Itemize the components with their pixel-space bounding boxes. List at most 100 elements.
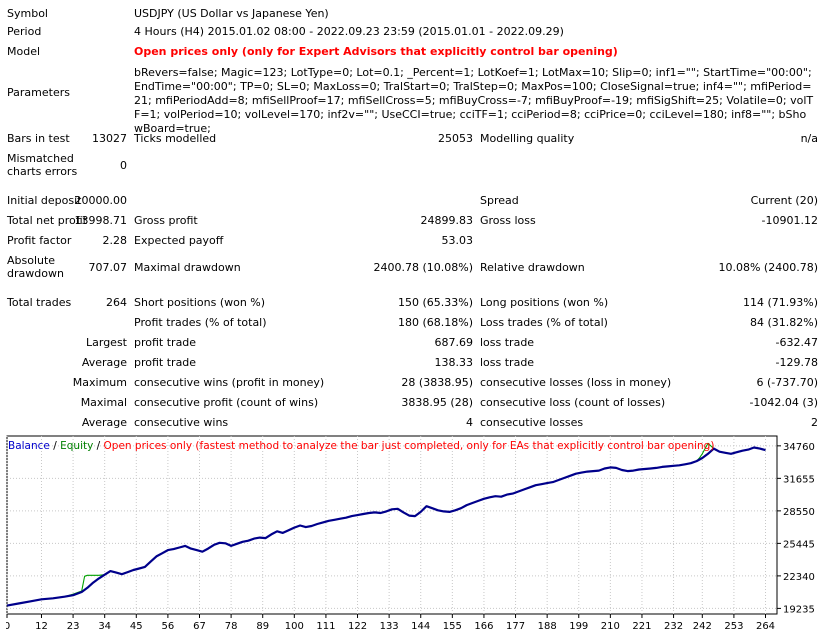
x-tick-label: 0 <box>6 621 10 631</box>
x-tick-label: 133 <box>380 621 399 631</box>
label-maximal-consec-profit: consecutive profit (count of wins) <box>134 396 319 409</box>
label-spread: Spread <box>480 194 519 207</box>
label-largest-profit: profit trade <box>134 336 197 349</box>
y-tick-label: 22340 <box>783 572 815 583</box>
x-tick-label: 12 <box>35 621 48 631</box>
value-average-loss: -129.78 <box>775 356 818 369</box>
label-gross-loss: Gross loss <box>480 214 536 227</box>
x-tick-label: 67 <box>193 621 206 631</box>
legend-equity: Equity <box>60 440 94 452</box>
label-period: Period <box>7 25 42 38</box>
value-loss-trades: 84 (31.82%) <box>749 316 818 329</box>
value-spread: Current (20) <box>750 194 818 207</box>
x-tick-label: 34 <box>98 621 111 631</box>
label-max-consec-wins: consecutive wins (profit in money) <box>134 376 325 389</box>
x-tick-label: 232 <box>664 621 683 631</box>
series-balance-line <box>6 446 766 607</box>
balance-chart: 0 12 23 34 45 56 67 78 89 100 111 122 133 144 155 166 17… <box>6 435 823 631</box>
label-maximal: Maximal <box>80 396 127 409</box>
label-average-consec-losses: consecutive losses <box>480 416 584 429</box>
value-ticks: 25053 <box>438 132 473 145</box>
label-average-consec-wins: consecutive wins <box>134 416 229 429</box>
value-long-positions: 114 (71.93%) <box>742 296 818 309</box>
value-average-consec-wins: 4 <box>466 416 473 429</box>
x-tick-label: 144 <box>411 621 430 631</box>
x-tick-label: 23 <box>67 621 80 631</box>
x-tick-label: 78 <box>225 621 238 631</box>
x-tick-label: 188 <box>538 621 557 631</box>
value-average-profit: 138.33 <box>434 356 474 369</box>
x-tick-label: 100 <box>285 621 304 631</box>
label-mismatched-1: Mismatched <box>7 152 74 165</box>
label-initial-deposit: Initial deposit <box>7 194 82 207</box>
x-tick-label: 56 <box>162 621 175 631</box>
label-model: Model <box>7 45 41 58</box>
value-max-drawdown: 2400.78 (10.08%) <box>373 261 473 274</box>
x-tick-label: 221 <box>632 621 651 631</box>
value-largest-loss: -632.47 <box>775 336 818 349</box>
label-loss-trades: Loss trades (% of total) <box>480 316 608 329</box>
label-symbol: Symbol <box>7 7 48 20</box>
label-gross-profit: Gross profit <box>134 214 198 227</box>
label-average-profit: profit trade <box>134 356 197 369</box>
value-largest-profit: 687.69 <box>434 336 474 349</box>
label-bars: Bars in test <box>7 132 70 145</box>
x-tick-label: 264 <box>756 621 775 631</box>
value-period: 4 Hours (H4) 2015.01.02 08:00 - 2022.09.… <box>134 25 564 38</box>
value-total-trades: 264 <box>106 296 127 309</box>
value-parameters: bRevers=false; Magic=123; LotType=0; Lot… <box>134 66 814 135</box>
label-ticks: Ticks modelled <box>134 132 217 145</box>
value-profit-factor: 2.28 <box>102 234 128 247</box>
value-rel-drawdown: 10.08% (2400.78) <box>718 261 818 274</box>
value-maximal-consec-loss: -1042.04 (3) <box>749 396 818 409</box>
label-total-trades: Total trades <box>7 296 72 309</box>
balance-chart-svg: 0 12 23 34 45 56 67 78 89 100 111 122 133 144 155 166 17… <box>6 435 815 631</box>
value-gross-loss: -10901.12 <box>761 214 818 227</box>
label-rel-drawdown: Relative drawdown <box>480 261 585 274</box>
plot-frame <box>6 435 778 615</box>
label-short-positions: Short positions (won %) <box>134 296 266 309</box>
y-tick-label: 19235 <box>783 604 815 615</box>
x-tick-label: 253 <box>724 621 743 631</box>
legend-sep-1: / <box>49 440 61 452</box>
label-average: Average <box>81 356 127 369</box>
value-initial-deposit: 20000.00 <box>74 194 128 207</box>
label-abs-drawdown-1: Absolute <box>7 254 56 267</box>
y-tick-label: 28550 <box>783 507 815 518</box>
label-largest-loss: loss trade <box>480 336 535 349</box>
label-expected-payoff: Expected payoff <box>134 234 224 247</box>
label-max-drawdown: Maximal drawdown <box>134 261 241 274</box>
value-net-profit: 13998.71 <box>74 214 128 227</box>
x-tick-label: 242 <box>693 621 712 631</box>
y-tick-label: 34760 <box>783 442 815 453</box>
value-gross-profit: 24899.83 <box>420 214 474 227</box>
value-mismatched: 0 <box>120 159 127 172</box>
x-tick-label: 210 <box>601 621 620 631</box>
label-maximal-consec-loss: consecutive loss (count of losses) <box>480 396 666 409</box>
label-average-consec: Average <box>81 416 127 429</box>
x-tick-label: 111 <box>316 621 335 631</box>
label-parameters: Parameters <box>7 86 70 99</box>
value-expected-payoff: 53.03 <box>441 234 474 247</box>
value-short-positions: 150 (65.33%) <box>397 296 473 309</box>
value-max-consec-wins: 28 (3838.95) <box>401 376 473 389</box>
label-quality: Modelling quality <box>480 132 575 145</box>
x-tick-label: 199 <box>569 621 588 631</box>
value-bars: 13027 <box>92 132 127 145</box>
value-model: Open prices only (only for Expert Adviso… <box>134 45 618 58</box>
x-tick-label: 166 <box>474 621 493 631</box>
value-quality: n/a <box>800 132 818 145</box>
legend-balance: Balance <box>8 440 50 452</box>
y-tick-label: 25445 <box>783 539 815 550</box>
x-tick-label: 45 <box>130 621 143 631</box>
value-profit-trades: 180 (68.18%) <box>397 316 473 329</box>
label-profit-factor: Profit factor <box>7 234 72 247</box>
value-symbol: USDJPY (US Dollar vs Japanese Yen) <box>134 7 329 20</box>
legend-note: Open prices only (fastest method to anal… <box>103 440 715 452</box>
label-maximum: Maximum <box>72 376 127 389</box>
y-tick-label: 31655 <box>783 474 815 485</box>
x-tick-label: 155 <box>443 621 462 631</box>
value-abs-drawdown: 707.07 <box>88 261 128 274</box>
chart-legend: Balance / Equity / Open prices only (fas… <box>8 440 714 453</box>
label-abs-drawdown-2: drawdown <box>7 267 64 280</box>
